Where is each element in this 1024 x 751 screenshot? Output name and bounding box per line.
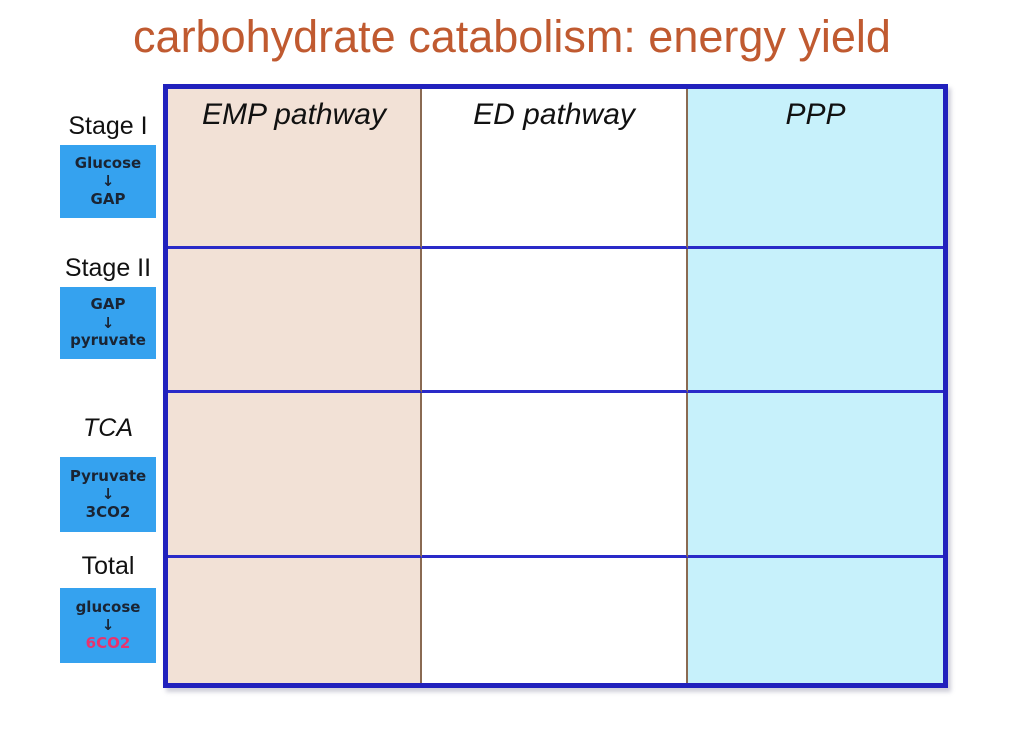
table-cell-empty bbox=[688, 249, 943, 393]
total-box-from: glucose bbox=[75, 597, 141, 616]
total-box: glucose ↓ 6CO2 bbox=[60, 588, 156, 663]
tca-box-from: Pyruvate bbox=[69, 466, 147, 485]
page-title: carbohydrate catabolism: energy yield bbox=[133, 11, 891, 62]
tca-box: Pyruvate ↓ 3CO2 bbox=[60, 457, 156, 532]
table-cell-empty bbox=[168, 393, 422, 558]
table-cell-empty bbox=[688, 558, 943, 683]
stage-i-label: Stage I bbox=[68, 112, 148, 140]
stage-i-box-to: GAP bbox=[90, 189, 126, 208]
stage-i-box: Glucose ↓ GAP bbox=[60, 145, 156, 218]
down-arrow-icon: ↓ bbox=[101, 616, 115, 635]
stage-ii-box-from: GAP bbox=[90, 295, 126, 314]
table-cell-empty bbox=[422, 558, 688, 683]
total-box-to: 6CO2 bbox=[85, 633, 131, 652]
down-arrow-icon: ↓ bbox=[101, 313, 115, 332]
column-header-ppp: PPP bbox=[688, 89, 943, 249]
tca-box-to: 3CO2 bbox=[85, 502, 131, 521]
table-cell-empty bbox=[688, 393, 943, 558]
stage-ii-box: GAP ↓ pyruvate bbox=[60, 287, 156, 359]
total-label: Total bbox=[81, 552, 135, 580]
down-arrow-icon: ↓ bbox=[101, 485, 115, 504]
down-arrow-icon: ↓ bbox=[101, 172, 115, 191]
stage-ii-box-to: pyruvate bbox=[70, 331, 146, 350]
tca-label: TCA bbox=[83, 414, 133, 442]
stage-ii-label: Stage II bbox=[64, 254, 152, 282]
table-cell-empty bbox=[422, 249, 688, 393]
table-cell-empty bbox=[168, 558, 422, 683]
table-cell-empty bbox=[168, 249, 422, 393]
column-header-ed-pathway: ED pathway bbox=[422, 89, 688, 249]
stage-i-box-from: Glucose bbox=[74, 153, 142, 172]
table-cell-empty bbox=[422, 393, 688, 558]
energy-yield-table: EMP pathway ED pathway PPP bbox=[163, 84, 948, 688]
column-header-emp-pathway: EMP pathway bbox=[168, 89, 422, 249]
